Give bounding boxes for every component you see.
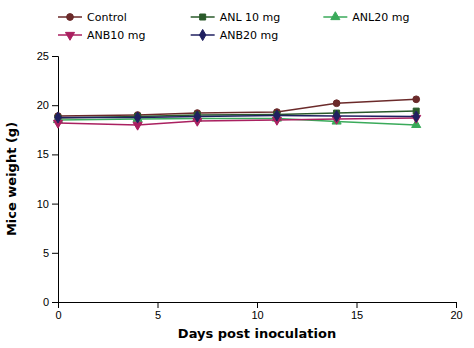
- tick-label: 15: [37, 148, 49, 160]
- tick-label: 15: [351, 309, 363, 321]
- point: [134, 112, 140, 123]
- tick-mark: [52, 105, 58, 106]
- x-axis-title: Days post inoculation: [178, 326, 336, 341]
- tick-mark: [52, 154, 58, 155]
- tick-mark: [456, 302, 457, 308]
- legend-item: ANB20 mg: [191, 29, 279, 42]
- legend-item: ANL 10 mg: [191, 11, 281, 24]
- legend-label: Control: [87, 11, 127, 24]
- legend-item: Control: [58, 11, 127, 24]
- tick: 5: [43, 247, 58, 259]
- tick: 25: [37, 50, 58, 62]
- series: [55, 96, 420, 119]
- legend-label: ANB10 mg: [87, 29, 146, 42]
- tick-label: 10: [37, 198, 49, 210]
- tick: 10: [37, 198, 58, 210]
- series-line: [58, 118, 416, 125]
- tick-label: 20: [37, 99, 49, 111]
- tick: 0: [55, 302, 61, 321]
- point: [413, 111, 419, 122]
- legend-item: ANB10 mg: [58, 29, 146, 42]
- point: [274, 110, 280, 121]
- tick-mark: [52, 302, 58, 303]
- series: [55, 110, 420, 123]
- y-axis: 0 5 10 15 20 25: [37, 50, 59, 308]
- tick-mark: [158, 302, 159, 308]
- tick: 10: [251, 302, 263, 321]
- tick-label: 25: [37, 50, 49, 62]
- plot: 0 5 10 15 20 0 5 10 15 20 25: [37, 50, 463, 321]
- tick-label: 20: [450, 309, 462, 321]
- tick-label: 5: [155, 309, 161, 321]
- series: [53, 115, 420, 130]
- tick-label: 10: [251, 309, 263, 321]
- tick-label: 0: [55, 309, 61, 321]
- legend-label: ANL 10 mg: [220, 11, 281, 24]
- axis-line: [52, 57, 59, 303]
- y-axis-title: Mice weight (g): [4, 122, 19, 236]
- legend-label: ANL20 mg: [352, 11, 409, 24]
- x-axis: 0 5 10 15 20: [55, 302, 462, 321]
- tick: 0: [43, 296, 58, 308]
- tick-mark: [357, 302, 358, 308]
- tick: 15: [37, 148, 58, 160]
- tick-label: 5: [43, 247, 49, 259]
- legend-marker: [67, 14, 74, 21]
- tick: 20: [37, 99, 58, 111]
- point: [194, 111, 200, 122]
- tick-mark: [52, 56, 58, 57]
- chart: 0 5 10 15 20 0 5 10 15 20 25 Days post inoculation M…: [0, 0, 474, 348]
- legend: Control ANL 10 mg ANL20 mg ANB10 mg ANB20 mg: [58, 11, 409, 42]
- legend-item: ANL20 mg: [323, 11, 409, 24]
- legend-marker: [199, 29, 205, 40]
- series-layer: [53, 96, 420, 130]
- point: [333, 100, 340, 107]
- tick: 15: [351, 302, 363, 321]
- axis-line: [59, 303, 457, 309]
- legend-marker: [331, 12, 340, 20]
- tick: 5: [155, 302, 161, 321]
- legend-label: ANB20 mg: [220, 29, 279, 42]
- point: [413, 96, 420, 103]
- tick-mark: [52, 253, 58, 254]
- point: [55, 112, 61, 123]
- tick-mark: [257, 302, 258, 308]
- series-line: [58, 111, 416, 118]
- tick-mark: [52, 204, 58, 205]
- series-line: [58, 99, 416, 116]
- series-line: [58, 116, 416, 118]
- tick-label: 0: [43, 296, 49, 308]
- legend-marker: [200, 14, 206, 20]
- point: [333, 110, 339, 121]
- legend-marker: [65, 32, 74, 40]
- series-line: [58, 118, 416, 124]
- tick: 20: [450, 302, 462, 321]
- series: [53, 113, 420, 127]
